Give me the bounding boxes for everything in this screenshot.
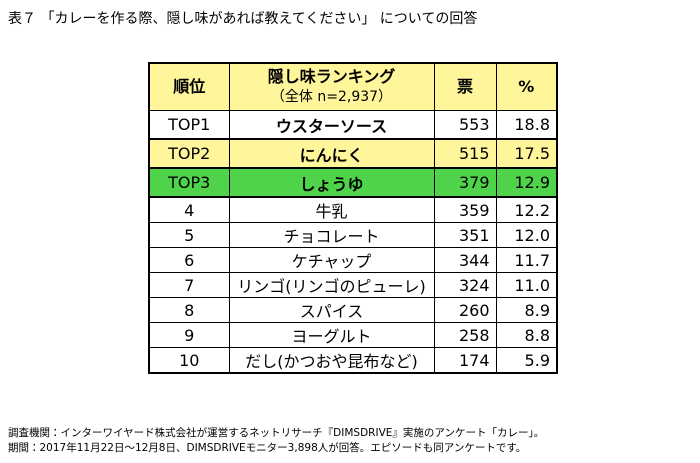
table-cell: 515: [433, 138, 497, 169]
header-subtitle: （全体 n=2,937）: [270, 89, 393, 105]
table-cell: TOP2: [148, 138, 230, 169]
table-cell: 359: [433, 196, 497, 223]
table-cell: 17.5: [495, 138, 558, 169]
table-cell: 8.8: [495, 322, 558, 348]
table-row: 10 だし(かつおや昆布など) 174 5.9: [148, 347, 558, 374]
table-cell: 12.9: [495, 167, 558, 198]
table-row: 4 牛乳 359 12.2: [148, 196, 558, 223]
table-row: 6 ケチャップ 344 11.7: [148, 247, 558, 273]
table-cell: 8.9: [495, 297, 558, 323]
header-cell: 票: [433, 62, 497, 111]
table-cell: 5.9: [495, 347, 558, 374]
table-cell: にんにく: [228, 138, 435, 169]
table-cell: ウスターソース: [228, 110, 435, 140]
ranking-table: 順位 隠し味ランキング （全体 n=2,937）票% TOP1 ウスターソース 553 1…: [148, 62, 558, 374]
table-cell: 11.7: [495, 247, 558, 273]
table-cell: 8: [148, 297, 230, 323]
table-row: 5 チョコレート 351 12.0: [148, 222, 558, 248]
footnotes: 調査機関：インターワイヤード株式会社が運営するネットリサーチ『DIMSDRIVE…: [8, 426, 544, 456]
table-cell: 牛乳: [228, 196, 435, 223]
table-row: 7 リンゴ(リンゴのピューレ) 324 11.0: [148, 272, 558, 298]
table-cell: 351: [433, 222, 497, 248]
table-row: TOP1 ウスターソース 553 18.8: [148, 110, 558, 140]
table-cell: 379: [433, 167, 497, 198]
table-cell: 10: [148, 347, 230, 374]
table-cell: 553: [433, 110, 497, 140]
table-cell: 174: [433, 347, 497, 374]
table-cell: 12.0: [495, 222, 558, 248]
table-cell: 9: [148, 322, 230, 348]
table-row: TOP2 にんにく 515 17.5: [148, 138, 558, 169]
table-row: TOP3 しょうゆ 379 12.9: [148, 167, 558, 198]
table-cell: ケチャップ: [228, 247, 435, 273]
table-cell: TOP1: [148, 110, 230, 140]
table-cell: 324: [433, 272, 497, 298]
table-cell: 258: [433, 322, 497, 348]
table-cell: 260: [433, 297, 497, 323]
table-cell: チョコレート: [228, 222, 435, 248]
table-cell: 7: [148, 272, 230, 298]
table-cell: スパイス: [228, 297, 435, 323]
table-cell: 5: [148, 222, 230, 248]
table-cell: ヨーグルト: [228, 322, 435, 348]
footnote: 調査機関：インターワイヤード株式会社が運営するネットリサーチ『DIMSDRIVE…: [8, 427, 545, 439]
table-cell: 18.8: [495, 110, 558, 140]
title: 表７ 「カレーを作る際、隠し味があれば教えてください」 についての回答: [8, 11, 478, 27]
header-cell: 順位: [148, 62, 230, 111]
table-cell: 6: [148, 247, 230, 273]
table-cell: 344: [433, 247, 497, 273]
table-cell: 12.2: [495, 196, 558, 223]
header-row: 順位 隠し味ランキング （全体 n=2,937）票%: [148, 62, 558, 111]
footnote: 期間：2017年11月22日～12月8日、DIMSDRIVEモニター3,898人…: [8, 442, 527, 454]
header-cell: 隠し味ランキング （全体 n=2,937）: [228, 62, 435, 111]
table-row: 8 スパイス 260 8.9: [148, 297, 558, 323]
header-cell: %: [495, 62, 558, 111]
table-cell: しょうゆ: [228, 167, 435, 198]
table-cell: リンゴ(リンゴのピューレ): [228, 272, 435, 298]
table-row: 9 ヨーグルト 258 8.8: [148, 322, 558, 348]
table-cell: 11.0: [495, 272, 558, 298]
table-cell: TOP3: [148, 167, 230, 198]
table-cell: だし(かつおや昆布など): [228, 347, 435, 374]
table-cell: 4: [148, 196, 230, 223]
